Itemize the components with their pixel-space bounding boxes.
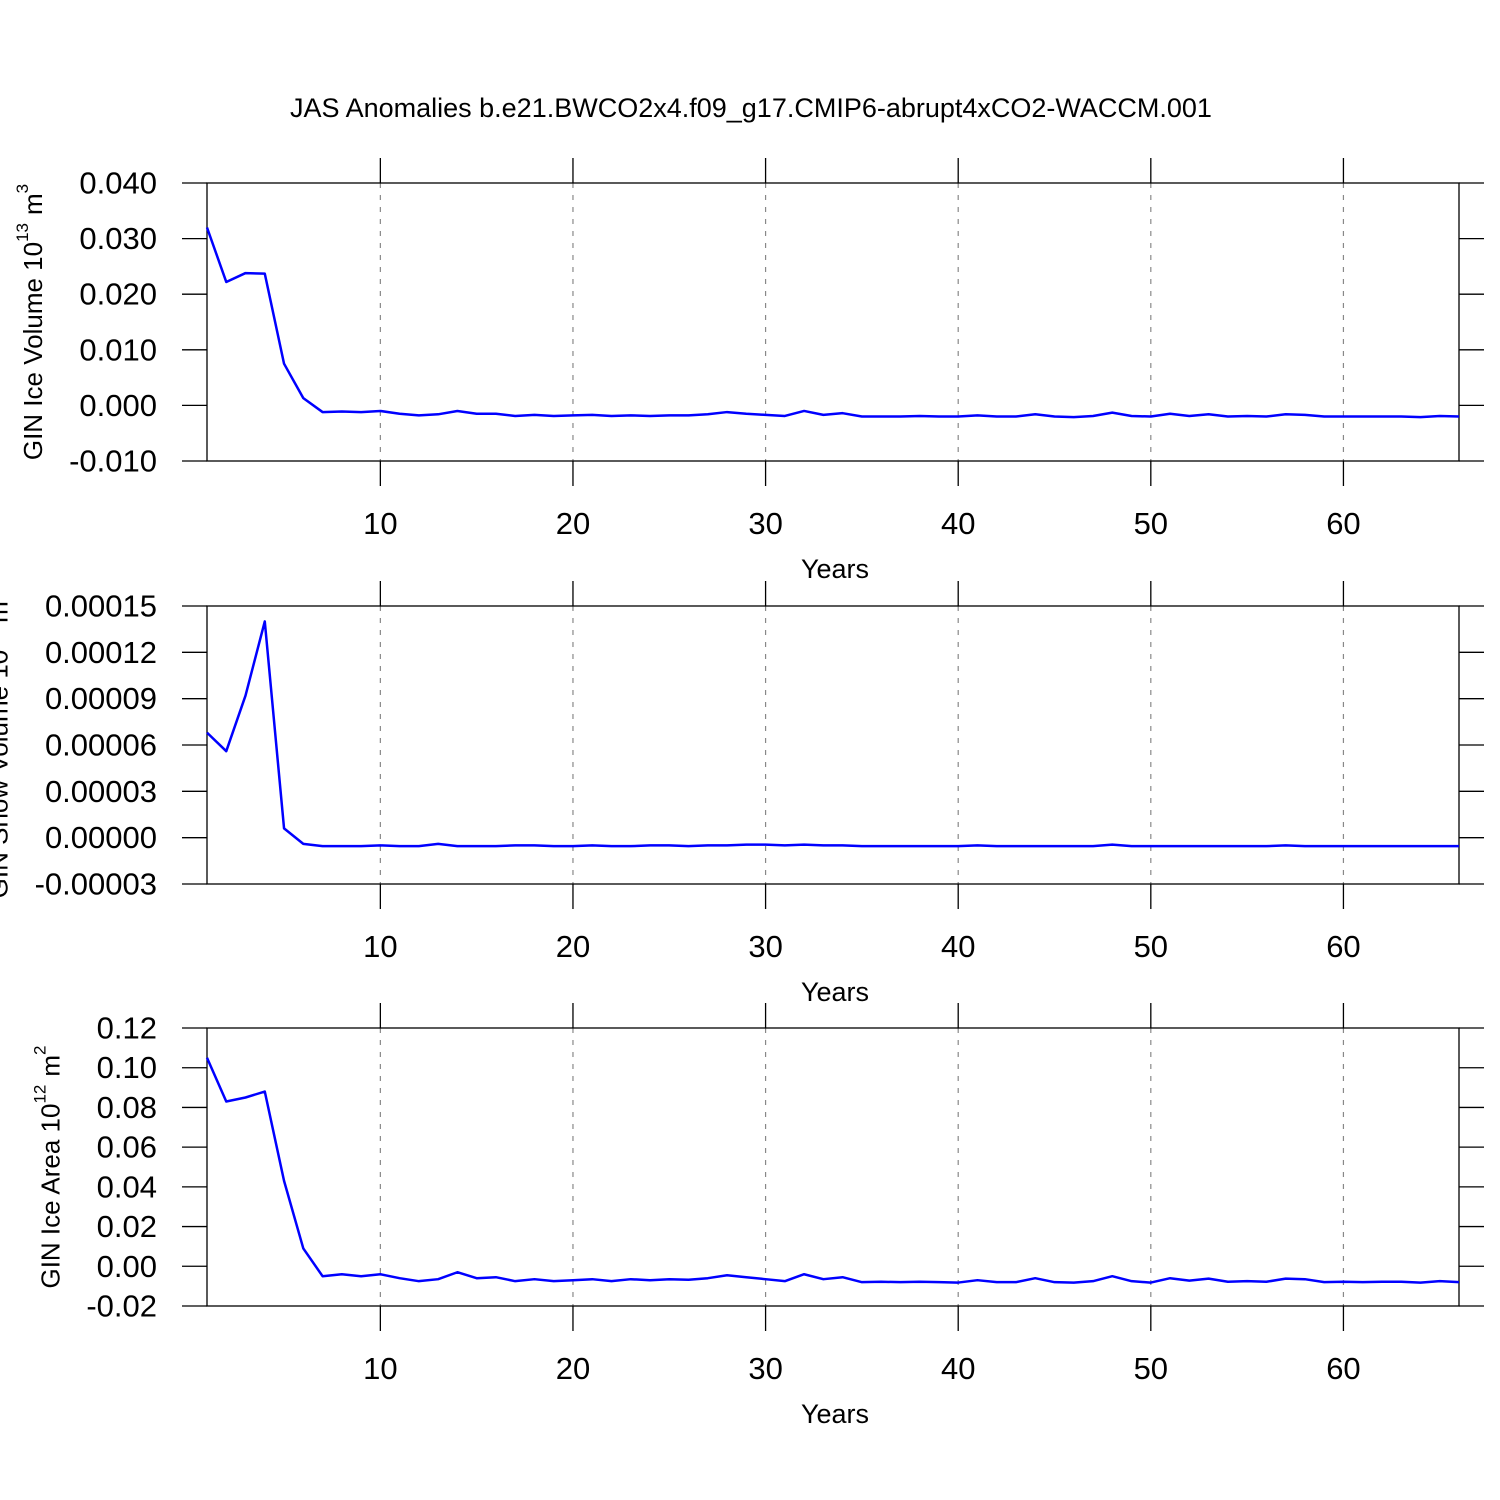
x-tick-label: 30: [748, 1351, 782, 1386]
x-tick-label: 10: [363, 506, 397, 541]
y-tick-label: 0.000: [79, 388, 157, 423]
y-tick-label: 0.00: [97, 1249, 157, 1284]
x-tick-label: 40: [941, 929, 975, 964]
y-axis-label-exponent: 13: [14, 223, 33, 242]
y-axis-label-unit-exponent: 3: [14, 184, 33, 193]
y-tick-label: 0.00003: [45, 774, 157, 809]
x-tick-label: 30: [748, 929, 782, 964]
y-tick-label: 0.00012: [45, 635, 157, 670]
y-tick-label: 0.06: [97, 1130, 157, 1165]
x-tick-label: 50: [1134, 929, 1168, 964]
y-tick-label: 0.020: [79, 277, 157, 312]
y-axis-label: GIN Ice Area 1012 m2: [31, 1045, 65, 1288]
y-tick-label: -0.010: [69, 444, 157, 479]
x-axis-label: Years: [801, 554, 869, 584]
y-tick-label: 0.00015: [45, 589, 157, 624]
y-tick-label: -0.02: [86, 1289, 157, 1324]
y-tick-label: 0.04: [97, 1169, 157, 1204]
x-axis-label: Years: [801, 977, 869, 1007]
x-tick-label: 20: [556, 1351, 590, 1386]
y-axis-label-exponent: 12: [31, 1085, 50, 1104]
y-tick-label: 0.00000: [45, 820, 157, 855]
x-tick-label: 40: [941, 506, 975, 541]
y-axis-label-text: GIN Snow Volume 10: [0, 650, 13, 899]
y-tick-label: 0.040: [79, 166, 157, 201]
x-tick-label: 40: [941, 1351, 975, 1386]
y-tick-label: 0.030: [79, 221, 157, 256]
y-axis-label-text: GIN Ice Area 10: [35, 1104, 65, 1289]
y-axis-label-unit: m: [35, 1055, 65, 1077]
y-axis-label-unit: m: [0, 601, 13, 623]
data-line: [206, 620, 1459, 848]
y-tick-label: 0.010: [79, 332, 157, 367]
data-line: [205, 227, 1460, 419]
plot-frame: [206, 182, 1460, 462]
y-axis-label-text: GIN Ice Volume 10: [18, 242, 48, 460]
x-tick-label: 60: [1326, 929, 1360, 964]
y-tick-label: 0.02: [97, 1209, 157, 1244]
x-tick-label: 30: [748, 506, 782, 541]
plot-frame: [206, 605, 1460, 885]
x-tick-label: 60: [1326, 1351, 1360, 1386]
x-tick-label: 20: [556, 929, 590, 964]
y-tick-label: 0.12: [97, 1011, 157, 1046]
y-axis-label-unit-exponent: 2: [31, 1045, 50, 1054]
x-tick-label: 10: [363, 1351, 397, 1386]
plot-frame: [206, 1027, 1460, 1307]
y-axis-label-unit: m: [18, 193, 48, 215]
y-axis-label: GIN Snow Volume 1013m3: [0, 592, 13, 899]
y-tick-label: 0.00009: [45, 681, 157, 716]
x-axis-label: Years: [801, 1399, 869, 1429]
x-tick-label: 50: [1134, 506, 1168, 541]
y-tick-label: 0.10: [97, 1050, 157, 1085]
y-tick-label: 0.00006: [45, 728, 157, 763]
y-tick-label: 0.08: [97, 1090, 157, 1125]
data-line: [205, 1057, 1460, 1284]
x-tick-label: 10: [363, 929, 397, 964]
x-tick-label: 20: [556, 506, 590, 541]
y-axis-label: GIN Ice Volume 1013 m3: [14, 184, 48, 460]
y-tick-label: -0.00003: [35, 867, 157, 902]
x-tick-label: 50: [1134, 1351, 1168, 1386]
x-tick-label: 60: [1326, 506, 1360, 541]
chart-title: JAS Anomalies b.e21.BWCO2x4.f09_g17.CMIP…: [290, 93, 1212, 123]
